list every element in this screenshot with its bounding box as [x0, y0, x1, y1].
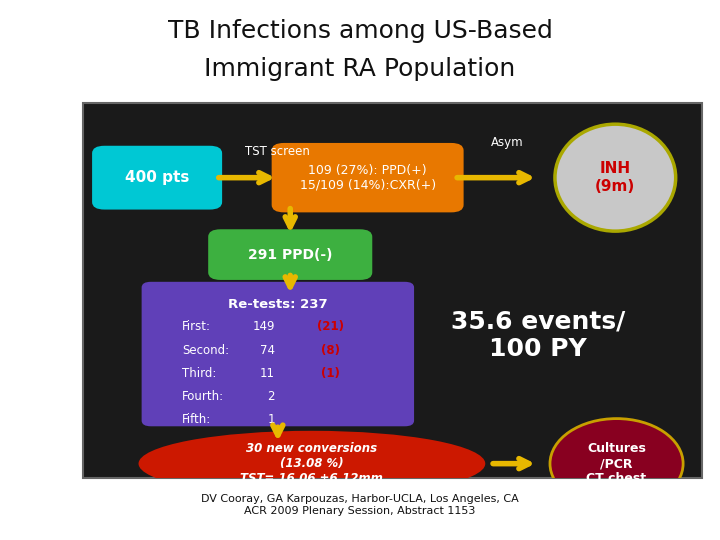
FancyBboxPatch shape: [142, 282, 414, 426]
Ellipse shape: [555, 124, 675, 231]
FancyBboxPatch shape: [92, 146, 222, 210]
Text: Fourth:: Fourth:: [182, 390, 224, 403]
Text: Immigrant RA Population: Immigrant RA Population: [204, 57, 516, 80]
Text: Asym: Asym: [490, 136, 523, 148]
Text: (21): (21): [317, 320, 344, 333]
Text: 1: 1: [267, 414, 275, 427]
Text: TB Infections among US-Based: TB Infections among US-Based: [168, 19, 552, 43]
Text: Cultures
/PCR
CT chest: Cultures /PCR CT chest: [587, 442, 647, 485]
Text: (1): (1): [321, 367, 340, 380]
Text: 2: 2: [267, 390, 275, 403]
Text: Re-tests: 237: Re-tests: 237: [228, 298, 328, 311]
FancyBboxPatch shape: [271, 143, 464, 212]
Text: INH
(9m): INH (9m): [595, 161, 636, 194]
Text: 291 PPD(-): 291 PPD(-): [248, 248, 333, 261]
FancyBboxPatch shape: [83, 103, 702, 478]
Ellipse shape: [550, 418, 683, 509]
Text: First:: First:: [182, 320, 211, 333]
Text: 149: 149: [252, 320, 275, 333]
Text: Fifth:: Fifth:: [182, 414, 211, 427]
Text: TST screen: TST screen: [246, 145, 310, 158]
FancyBboxPatch shape: [208, 230, 372, 280]
Text: 11: 11: [260, 367, 275, 380]
Text: (8): (8): [321, 343, 340, 356]
Text: Second:: Second:: [182, 343, 229, 356]
Text: DV Cooray, GA Karpouzas, Harbor-UCLA, Los Angeles, CA
ACR 2009 Plenary Session, : DV Cooray, GA Karpouzas, Harbor-UCLA, Lo…: [201, 494, 519, 516]
Text: 400 pts: 400 pts: [125, 170, 189, 185]
Text: 30 new conversions
(13.08 %)
TST= 16.06 ±6.12mm: 30 new conversions (13.08 %) TST= 16.06 …: [240, 442, 383, 485]
Text: 74: 74: [260, 343, 275, 356]
Text: 109 (27%): PPD(+)
15/109 (14%):CXR(+): 109 (27%): PPD(+) 15/109 (14%):CXR(+): [300, 164, 436, 192]
Text: Third:: Third:: [182, 367, 216, 380]
Ellipse shape: [138, 431, 485, 496]
Text: 35.6 events/
100 PY: 35.6 events/ 100 PY: [451, 309, 625, 361]
